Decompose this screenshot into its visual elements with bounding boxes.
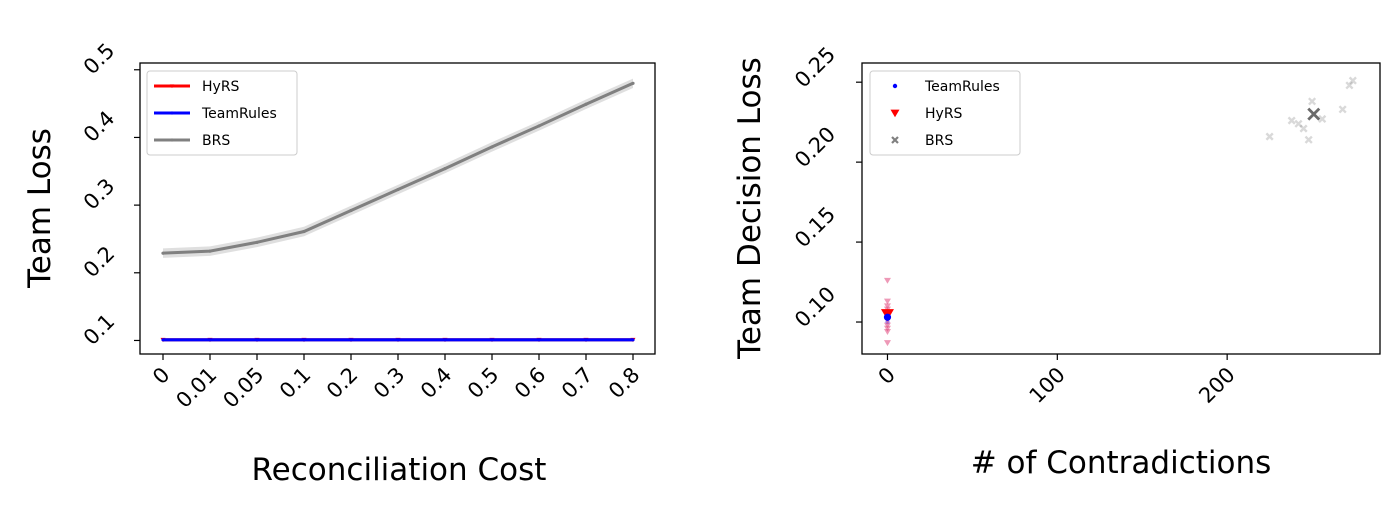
data-point-teamrules bbox=[537, 338, 541, 342]
left-x-ticks: 00.010.05 0.1 0.2 0.3 0.4 0.5 0.6 0.7 0.8 bbox=[148, 354, 645, 413]
data-point-brs bbox=[161, 251, 165, 255]
right-y-axis-label: Team Decision Loss bbox=[732, 57, 768, 360]
data-point-brs bbox=[255, 240, 259, 244]
x-tick-label: 0.3 bbox=[369, 363, 410, 404]
legend-label-hyrs: HyRS bbox=[202, 79, 240, 95]
data-point-brs bbox=[1348, 76, 1357, 85]
right-x-axis-label: # of Contradictions bbox=[971, 445, 1272, 481]
data-point-teamrules bbox=[490, 338, 494, 342]
mean-point-brs bbox=[1307, 107, 1321, 121]
data-point-brs bbox=[208, 249, 212, 253]
data-point-teamrules bbox=[584, 338, 588, 342]
data-point-teamrules bbox=[349, 338, 353, 342]
x-tick-label: 0.5 bbox=[463, 363, 504, 404]
mean-point-teamrules bbox=[883, 313, 892, 321]
legend-label-teamrules: TeamRules bbox=[201, 106, 277, 122]
y-tick-label: 0.5 bbox=[79, 39, 120, 80]
left-legend: HyRS TeamRules BRS bbox=[146, 70, 298, 156]
x-tick-label: 0 bbox=[874, 363, 900, 389]
data-point-teamrules bbox=[208, 338, 212, 342]
legend-label-brs: BRS bbox=[202, 133, 230, 149]
legend-marker-hyrs bbox=[169, 84, 175, 89]
legend-marker-brs bbox=[170, 138, 174, 142]
legend-label-brs: BRS bbox=[925, 133, 953, 149]
data-point-hyrs bbox=[883, 303, 891, 310]
right-y-ticks: 0.10 0.15 0.20 0.25 bbox=[790, 42, 862, 332]
data-point-teamrules bbox=[161, 338, 165, 342]
legend-marker-brs bbox=[891, 136, 899, 144]
y-tick-label: 0.4 bbox=[79, 106, 120, 147]
data-point-brs bbox=[1338, 105, 1347, 114]
right-x-ticks: 0 100 200 bbox=[874, 354, 1240, 408]
left-y-axis-label: Team Loss bbox=[22, 128, 58, 289]
data-point-brs bbox=[537, 124, 541, 128]
x-tick-label: 100 bbox=[1025, 363, 1070, 408]
y-tick-label: 0.15 bbox=[790, 202, 840, 252]
data-point-brs bbox=[490, 145, 494, 149]
x-tick-label: 0 bbox=[148, 363, 174, 389]
left-x-axis-label: Reconciliation Cost bbox=[252, 452, 547, 488]
data-point-teamrules bbox=[396, 338, 400, 342]
data-point-hyrs bbox=[883, 298, 891, 305]
legend-marker-hyrs bbox=[890, 109, 900, 118]
data-point-brs bbox=[1308, 97, 1317, 106]
y-tick-label: 0.2 bbox=[79, 242, 120, 283]
y-tick-label: 0.25 bbox=[790, 42, 840, 92]
legend-label-hyrs: HyRS bbox=[925, 106, 963, 122]
data-point-brs bbox=[631, 81, 635, 85]
x-tick-label: 0.7 bbox=[557, 363, 598, 404]
left-chart: 00.010.05 0.1 0.2 0.3 0.4 0.5 0.6 0.7 0.8 0.10.2… bbox=[22, 39, 656, 488]
data-point-brs bbox=[1287, 116, 1296, 125]
data-point-brs bbox=[396, 187, 400, 192]
right-plot-frame bbox=[861, 62, 1381, 355]
data-point-brs bbox=[1299, 124, 1308, 133]
y-tick-label: 0.3 bbox=[79, 174, 120, 215]
y-tick-label: 0.10 bbox=[790, 282, 840, 332]
series-brs bbox=[161, 81, 635, 255]
data-point-brs bbox=[1318, 114, 1327, 124]
left-legend-box bbox=[146, 70, 298, 156]
right-legend-box bbox=[869, 70, 1021, 156]
legend-label-teamrules: TeamRules bbox=[924, 79, 1000, 95]
data-point-brs bbox=[302, 229, 306, 234]
data-point-hyrs bbox=[883, 322, 891, 329]
x-tick-label: 0.4 bbox=[416, 363, 457, 404]
x-tick-label: 0.05 bbox=[218, 363, 268, 413]
data-point-brs bbox=[1345, 81, 1354, 90]
data-point-hyrs bbox=[883, 328, 891, 335]
right-scatter-points bbox=[880, 76, 1357, 347]
right-legend: TeamRules HyRS BRS bbox=[869, 70, 1021, 156]
data-point-brs bbox=[443, 166, 447, 171]
data-point-brs bbox=[1294, 119, 1303, 128]
data-point-hyrs bbox=[883, 277, 891, 284]
data-point-hyrs bbox=[883, 325, 891, 332]
data-point-teamrules bbox=[302, 338, 306, 342]
data-point-teamrules bbox=[255, 338, 259, 342]
x-tick-label: 200 bbox=[1194, 363, 1239, 408]
x-tick-label: 0.8 bbox=[604, 363, 645, 404]
data-point-brs bbox=[349, 208, 353, 213]
data-point-brs bbox=[1304, 135, 1313, 144]
series-teamrules bbox=[161, 338, 635, 342]
y-tick-label: 0.1 bbox=[79, 309, 120, 350]
y-tick-label: 0.20 bbox=[790, 122, 840, 172]
data-point-hyrs bbox=[883, 340, 891, 347]
data-point-brs bbox=[584, 102, 588, 106]
data-point-brs bbox=[1265, 132, 1274, 141]
left-y-ticks: 0.1 0.2 0.3 0.4 0.5 bbox=[79, 39, 140, 350]
x-tick-label: 0.01 bbox=[171, 363, 221, 413]
x-tick-label: 0.2 bbox=[322, 363, 363, 404]
legend-marker-teamrules bbox=[892, 83, 898, 89]
legend-marker-teamrules bbox=[170, 111, 174, 115]
left-series-lines bbox=[160, 81, 636, 343]
right-chart: 0 100 200 0.10 0.15 0.20 0.25 # of Contradict… bbox=[732, 42, 1381, 481]
x-tick-label: 0.1 bbox=[275, 363, 316, 404]
x-tick-label: 0.6 bbox=[510, 363, 551, 404]
data-point-teamrules bbox=[631, 338, 635, 342]
data-point-teamrules bbox=[443, 338, 447, 342]
